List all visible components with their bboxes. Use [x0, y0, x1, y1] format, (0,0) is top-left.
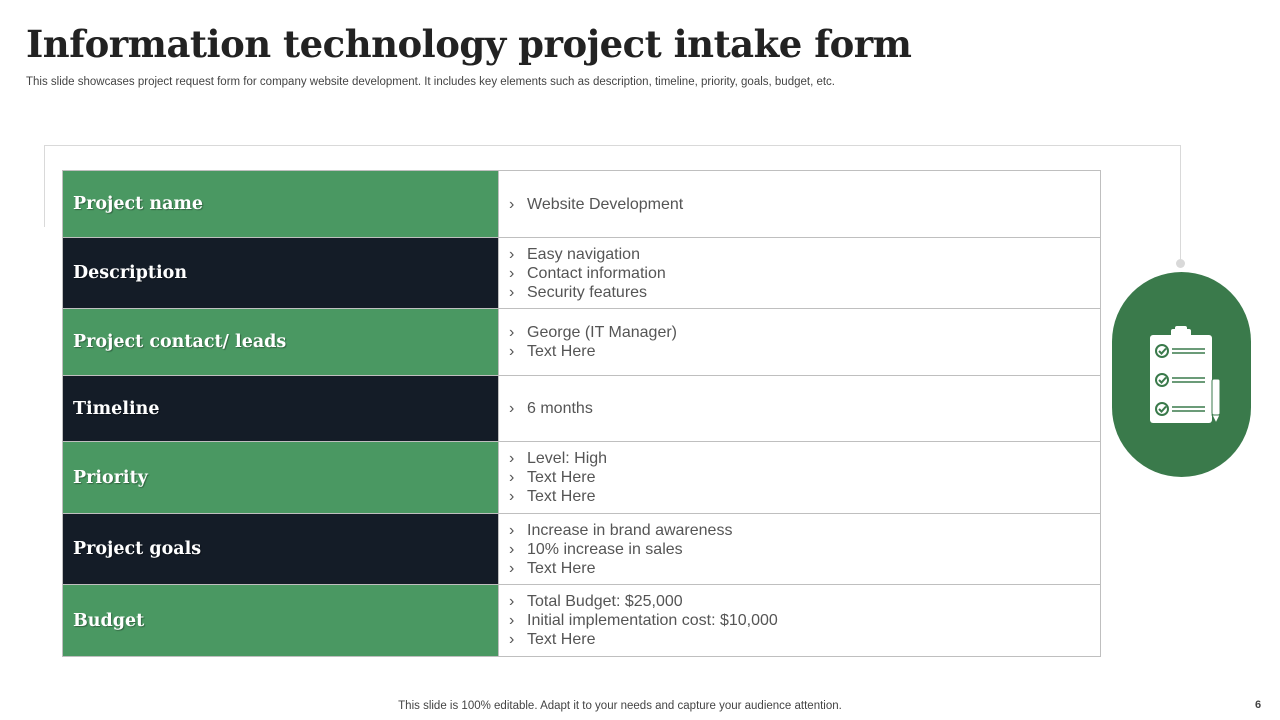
clipboard-checklist-icon [1149, 325, 1221, 424]
intake-form-table: Project name › Website Development Descri… [62, 170, 1101, 657]
page-number: 6 [1255, 699, 1262, 711]
bullet-icon: › [509, 245, 515, 263]
bullet-icon: › [509, 593, 515, 610]
value-text: Text Here [527, 343, 596, 360]
value-item: › Initial implementation cost: $10,000 [509, 611, 1100, 630]
value-item: › Increase in brand awareness [509, 521, 1100, 540]
value-text: Total Budget: $25,000 [527, 593, 683, 610]
row-label: Project contact/ leads [63, 309, 498, 375]
bullet-icon: › [509, 400, 515, 417]
value-text: Text Here [527, 559, 596, 577]
value-item: › Total Budget: $25,000 [509, 592, 1100, 611]
connector-line [1180, 226, 1181, 264]
bullet-icon: › [509, 283, 515, 301]
form-row-priority: Priority › Level: High › Text Here › Text H… [63, 442, 1100, 514]
clipboard-badge [1112, 272, 1251, 477]
value-item: › Text Here [509, 487, 1100, 506]
row-values: › Increase in brand awareness › 10% increa… [498, 514, 1100, 584]
form-row-budget: Budget › Total Budget: $25,000 › Initial i… [63, 585, 1100, 656]
value-text: Security features [527, 283, 648, 301]
row-values: › Level: High › Text Here › Text Here [498, 442, 1100, 513]
value-item: › Level: High [509, 449, 1100, 468]
value-text: Level: High [527, 450, 608, 467]
row-values: › Website Development [498, 171, 1100, 237]
row-values: › Total Budget: $25,000 › Initial implemen… [498, 585, 1100, 656]
bullet-icon: › [509, 612, 515, 629]
value-text: Text Here [527, 488, 596, 505]
value-text: George (IT Manager) [527, 324, 677, 341]
bullet-icon: › [509, 521, 515, 539]
bullet-icon: › [509, 264, 515, 282]
value-item: › Website Development [509, 195, 1100, 214]
row-label: Description [63, 238, 498, 308]
form-row-timeline: Timeline › 6 months [63, 376, 1100, 442]
row-label: Priority [63, 442, 498, 513]
row-values: › 6 months [498, 376, 1100, 441]
form-row-project-goals: Project goals › Increase in brand awarene… [63, 514, 1100, 585]
value-item: › Security features [509, 283, 1100, 302]
row-label: Budget [63, 585, 498, 656]
bullet-icon: › [509, 540, 515, 558]
value-item: › 10% increase in sales [509, 540, 1100, 559]
bullet-icon: › [509, 343, 515, 360]
row-values: › Easy navigation › Contact information › S… [498, 238, 1100, 308]
value-item: › Text Here [509, 559, 1100, 578]
bullet-icon: › [509, 450, 515, 467]
page-subtitle: This slide showcases project request for… [26, 76, 836, 88]
value-text: 6 months [527, 400, 593, 417]
bullet-icon: › [509, 559, 515, 577]
value-text: Increase in brand awareness [527, 521, 733, 539]
value-text: Initial implementation cost: $10,000 [527, 612, 778, 629]
value-text: 10% increase in sales [527, 540, 683, 558]
value-item: › Text Here [509, 630, 1100, 649]
connector-dot [1176, 259, 1185, 268]
row-values: › George (IT Manager) › Text Here [498, 309, 1100, 375]
row-label: Timeline [63, 376, 498, 441]
value-text: Website Development [527, 195, 684, 213]
form-row-description: Description › Easy navigation › Contact in… [63, 238, 1100, 309]
row-label: Project goals [63, 514, 498, 584]
value-text: Contact information [527, 264, 666, 282]
value-text: Text Here [527, 469, 596, 486]
bullet-icon: › [509, 488, 515, 505]
value-text: Text Here [527, 631, 596, 648]
form-row-project-name: Project name › Website Development [63, 171, 1100, 238]
value-item: › 6 months [509, 399, 1100, 418]
bullet-icon: › [509, 469, 515, 486]
footer-note: This slide is 100% editable. Adapt it to… [398, 700, 842, 712]
row-label: Project name [63, 171, 498, 237]
value-item: › Easy navigation [509, 245, 1100, 264]
value-item: › Text Here [509, 468, 1100, 487]
bullet-icon: › [509, 324, 515, 341]
value-item: › Text Here [509, 342, 1100, 361]
decorative-frame [44, 145, 1181, 227]
page-title: Information technology project intake fo… [26, 22, 912, 66]
value-item: › Contact information [509, 264, 1100, 283]
value-text: Easy navigation [527, 245, 640, 263]
value-item: › George (IT Manager) [509, 323, 1100, 342]
bullet-icon: › [509, 631, 515, 648]
form-row-project-contact: Project contact/ leads › George (IT Manag… [63, 309, 1100, 376]
bullet-icon: › [509, 195, 515, 213]
